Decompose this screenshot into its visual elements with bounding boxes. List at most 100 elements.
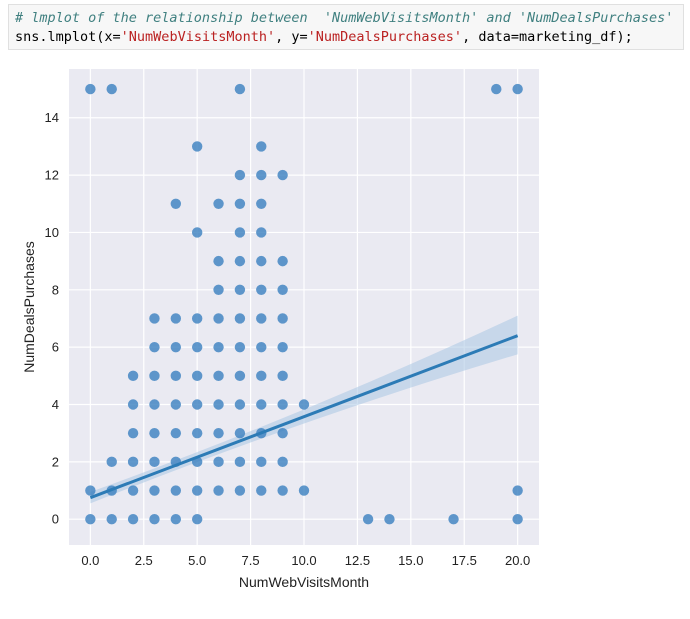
y-tick-label: 12 xyxy=(45,168,59,183)
data-point xyxy=(512,513,523,525)
data-point xyxy=(149,341,160,353)
data-point xyxy=(512,485,523,496)
y-tick-label: 0 xyxy=(52,512,59,527)
x-axis-label: NumWebVisitsMonth xyxy=(239,574,369,590)
code-line: sns.lmplot(x='NumWebVisitsMonth', y='Num… xyxy=(15,29,633,45)
y-tick-label: 2 xyxy=(52,454,59,469)
data-point xyxy=(127,513,139,525)
data-point xyxy=(491,83,502,95)
code-cell[interactable]: # lmplot of the relationship between 'Nu… xyxy=(8,4,684,50)
data-point xyxy=(384,513,395,525)
data-point xyxy=(170,399,182,410)
data-point xyxy=(448,513,459,525)
data-point xyxy=(191,485,203,496)
data-point xyxy=(234,399,246,410)
data-point xyxy=(170,513,182,525)
data-point xyxy=(277,255,288,267)
x-tick-label: 17.5 xyxy=(452,553,477,568)
data-point xyxy=(213,284,224,295)
data-point xyxy=(213,341,224,353)
data-point xyxy=(191,427,203,439)
data-point xyxy=(512,83,523,95)
x-tick-label: 0.0 xyxy=(81,553,99,568)
x-tick-label: 10.0 xyxy=(291,553,316,568)
data-point xyxy=(234,370,246,382)
code-comment: # lmplot of the relationship between 'Nu… xyxy=(15,10,674,26)
data-point xyxy=(277,427,288,439)
data-point xyxy=(127,399,139,410)
data-point xyxy=(127,427,139,439)
y-tick-label: 14 xyxy=(45,110,59,125)
data-point xyxy=(106,83,117,95)
data-point xyxy=(149,456,160,468)
data-point xyxy=(170,427,182,439)
data-point xyxy=(234,83,246,95)
data-point xyxy=(256,456,267,468)
data-point xyxy=(234,485,246,496)
regression-line-group xyxy=(89,334,519,500)
data-point xyxy=(256,255,267,267)
data-point xyxy=(213,427,224,439)
data-point xyxy=(234,456,246,468)
y-tick-label: 6 xyxy=(52,340,59,355)
data-point xyxy=(106,513,117,525)
x-tick-label: 15.0 xyxy=(398,553,423,568)
data-point xyxy=(85,83,96,95)
y-tick-label: 10 xyxy=(45,225,59,240)
scatter-points xyxy=(85,83,523,525)
code-prefix: sns.lmplot(x= xyxy=(15,29,121,45)
data-point xyxy=(277,313,288,324)
data-point xyxy=(213,255,224,267)
data-point xyxy=(149,313,160,324)
data-point xyxy=(298,485,310,496)
data-point xyxy=(170,341,182,353)
data-point xyxy=(298,399,310,410)
data-point xyxy=(277,341,288,353)
x-tick-label: 5.0 xyxy=(188,553,206,568)
data-point xyxy=(277,284,288,295)
data-point xyxy=(234,341,246,353)
plot-output: 0.0 2.5 5.0 7.5 10.0 12.5 15.0 17.5 20.0 0 2 4 6 8 10… xyxy=(0,56,690,614)
data-point xyxy=(277,399,288,410)
data-point xyxy=(127,456,139,468)
y-tick-label: 4 xyxy=(52,397,59,412)
data-point xyxy=(191,513,203,525)
data-point xyxy=(256,370,267,382)
data-point xyxy=(213,370,224,382)
data-point xyxy=(256,141,267,152)
y-axis-label: NumDealsPurchases xyxy=(21,241,37,373)
x-tick-label: 20.0 xyxy=(505,553,530,568)
data-point xyxy=(234,284,246,295)
data-point xyxy=(234,198,246,209)
data-point xyxy=(191,313,203,324)
data-point xyxy=(256,313,267,324)
data-point xyxy=(213,198,224,209)
data-point xyxy=(85,485,96,496)
data-point xyxy=(85,513,96,525)
data-point xyxy=(127,485,139,496)
data-point xyxy=(277,485,288,496)
data-point xyxy=(234,169,246,181)
data-point xyxy=(191,341,203,353)
data-point xyxy=(234,227,246,238)
data-point xyxy=(170,485,182,496)
data-point xyxy=(191,370,203,382)
data-point xyxy=(213,456,224,468)
data-point xyxy=(149,485,160,496)
data-point xyxy=(149,399,160,410)
y-tick-labels: 0 2 4 6 8 10 12 14 xyxy=(45,110,59,526)
data-point xyxy=(256,399,267,410)
data-point xyxy=(277,456,288,468)
y-tick-label: 8 xyxy=(52,282,59,297)
x-tick-label: 12.5 xyxy=(345,553,370,568)
data-point xyxy=(170,313,182,324)
code-y-arg: 'NumDealsPurchases' xyxy=(307,29,463,45)
data-point xyxy=(191,227,203,238)
data-point xyxy=(234,255,246,267)
data-point xyxy=(149,513,160,525)
data-point xyxy=(213,313,224,324)
code-mid: , y= xyxy=(275,29,308,45)
data-point xyxy=(149,427,160,439)
data-point xyxy=(213,399,224,410)
x-tick-label: 2.5 xyxy=(135,553,153,568)
